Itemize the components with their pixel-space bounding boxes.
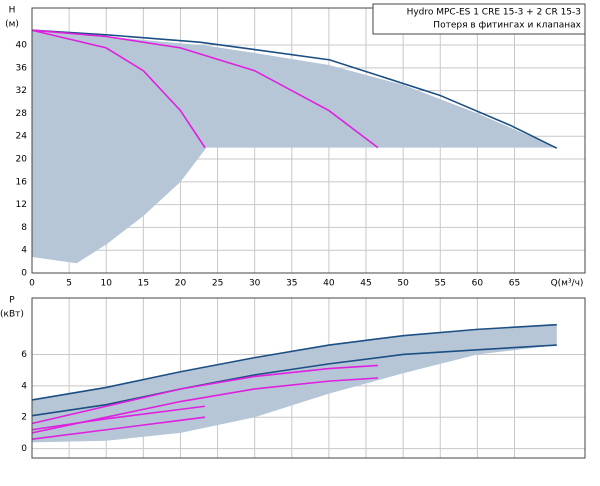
area [32, 30, 557, 264]
curve [31, 416, 206, 440]
curve [31, 29, 206, 149]
y-tick-label: 4 [21, 381, 27, 391]
curve [31, 344, 557, 417]
plot-frame [31, 297, 586, 459]
y-axis-label: H [9, 6, 16, 16]
x-tick-label: 10 [101, 279, 113, 289]
x-tick-label: 15 [138, 279, 149, 289]
x-tick-label: 0 [29, 279, 35, 289]
curve [31, 29, 379, 149]
legend-text: Hydro MPC-ES 1 CRE 15-3 + 2 CR 15-3 [407, 8, 581, 18]
y-tick-label: 32 [16, 86, 27, 96]
curve [31, 364, 378, 425]
y-tick-label: 12 [16, 200, 27, 210]
area [32, 324, 557, 443]
y-tick-label: 0 [21, 444, 27, 454]
y-tick-label: 16 [16, 177, 28, 187]
x-tick-label: 5 [66, 279, 72, 289]
y-tick-label: 8 [21, 223, 27, 233]
curve [31, 29, 558, 149]
y-axis-label: P [9, 296, 15, 306]
y-axis-label: (м) [5, 20, 19, 30]
x-tick-label: 45 [360, 279, 371, 289]
x-tick-label: 30 [249, 279, 261, 289]
y-tick-label: 0 [21, 269, 27, 279]
x-tick-label: 65 [509, 279, 520, 289]
y-tick-label: 2 [21, 413, 27, 423]
y-tick-label: 4 [21, 246, 27, 256]
x-tick-label: 40 [323, 279, 335, 289]
plot-frame [31, 7, 586, 274]
legend-text: Потеря в фитингах и клапанах [433, 21, 581, 31]
y-tick-label: 6 [21, 350, 27, 360]
y-tick-label: 24 [16, 132, 28, 142]
x-tick-label: 25 [212, 279, 223, 289]
y-tick-label: 36 [16, 63, 28, 73]
curve [31, 377, 378, 434]
y-tick-label: 20 [16, 155, 28, 165]
curve [31, 323, 557, 401]
y-tick-label: 40 [16, 41, 28, 51]
x-tick-label: 20 [175, 279, 187, 289]
y-axis-label: (кВт) [0, 310, 24, 320]
x-tick-label: 60 [472, 279, 484, 289]
x-tick-label: 35 [286, 279, 297, 289]
x-axis-label: Q(м³/ч) [551, 279, 584, 289]
x-tick-label: 55 [435, 279, 446, 289]
x-tick-label: 50 [397, 279, 409, 289]
legend-box [372, 3, 586, 35]
y-tick-label: 28 [16, 109, 28, 119]
